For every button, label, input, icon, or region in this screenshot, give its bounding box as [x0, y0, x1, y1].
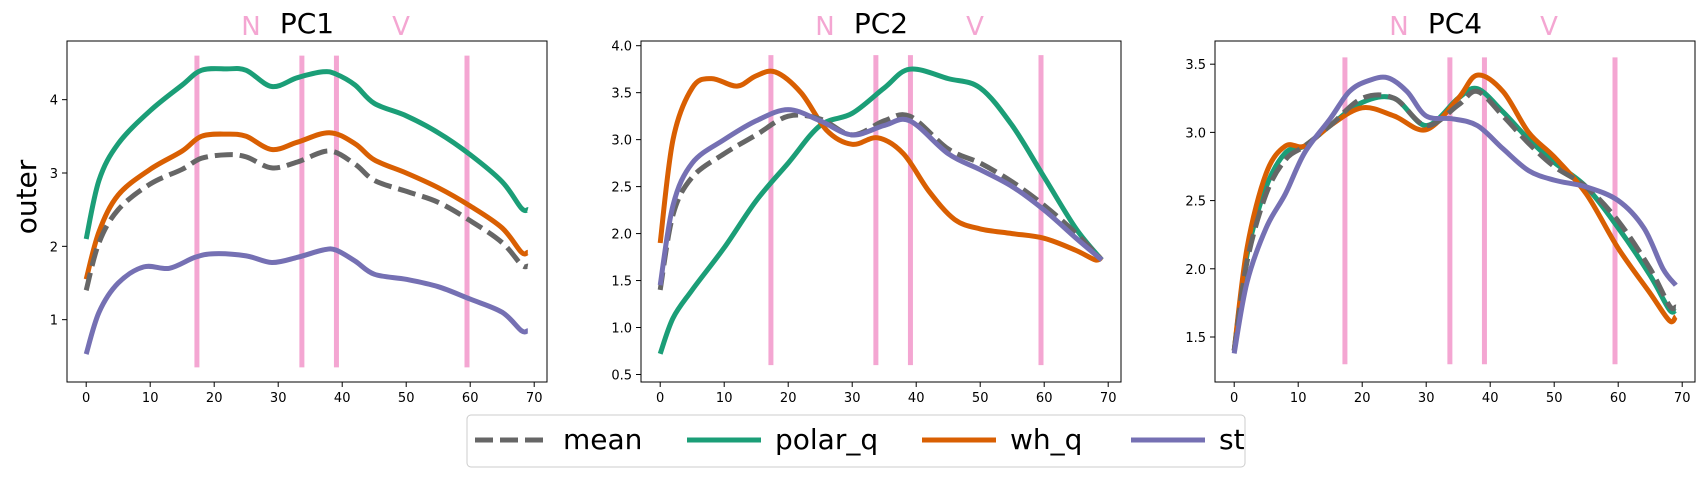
axes-frame — [1214, 40, 1696, 383]
series-line-st — [1231, 74, 1678, 354]
plot-area — [657, 66, 1104, 355]
chart-panel-1: 0 10 20 30 40 50 60 70 1 2 3 4 PC1 N V — [50, 7, 548, 406]
y-tick-label: 3 — [50, 167, 58, 182]
x-tick-label: 10 — [142, 391, 159, 406]
series-line-wh_q — [1231, 72, 1678, 351]
series-line-mean — [83, 148, 529, 291]
title-marker-n: N — [1389, 12, 1408, 42]
x-tick-label: 0 — [1230, 391, 1238, 406]
chart-panel-2: 0 10 20 30 40 50 60 70 0.5 1.0 1.5 2.0 2.5 3.0 3.5 4.0 P… — [611, 7, 1122, 406]
x-tick-label: 70 — [1100, 391, 1117, 406]
y-tick-label: 2.5 — [1185, 195, 1206, 210]
series-line-mean — [1231, 88, 1678, 351]
title-marker-v: V — [1540, 12, 1558, 42]
axes-frame — [640, 40, 1122, 383]
y-tick-label: 0.5 — [611, 368, 632, 383]
x-tick-label: 0 — [656, 391, 664, 406]
x-tick-label: 0 — [82, 391, 90, 406]
title-marker-n: N — [241, 12, 260, 42]
chart-title: PC4 — [1428, 7, 1482, 40]
legend-label-mean: mean — [563, 423, 642, 456]
y-tick-label: 1.5 — [1185, 331, 1206, 346]
chart-title: PC1 — [280, 7, 334, 40]
y-tick-label: 3.5 — [1185, 58, 1206, 73]
y-tick-label: 4 — [50, 94, 58, 109]
y-tick-label: 1.5 — [611, 275, 632, 290]
x-tick-label: 20 — [206, 391, 223, 406]
y-tick-label: 2.5 — [611, 181, 632, 196]
y-tick-label: 3.0 — [1185, 126, 1206, 141]
x-tick-label: 30 — [844, 391, 861, 406]
title-marker-v: V — [392, 12, 410, 42]
x-tick-label: 10 — [716, 391, 733, 406]
x-tick-label: 30 — [1418, 391, 1435, 406]
x-tick-label: 30 — [270, 391, 287, 406]
series-line-wh_q — [83, 130, 530, 280]
title-marker-v: V — [966, 12, 984, 42]
x-tick-label: 10 — [1290, 391, 1307, 406]
series-line-wh_q — [657, 68, 1104, 263]
legend-label-wh_q: wh_q — [1010, 423, 1082, 456]
y-tick-label: 3.5 — [611, 87, 632, 102]
y-tick-label: 2.0 — [611, 228, 632, 243]
x-tick-label: 50 — [972, 391, 989, 406]
x-tick-label: 70 — [1674, 391, 1691, 406]
legend: mean polar_q wh_q st — [466, 414, 1246, 468]
axes-frame — [66, 40, 548, 383]
x-tick-label: 40 — [908, 391, 925, 406]
series-line-st — [657, 107, 1104, 286]
y-tick-label: 3.0 — [611, 134, 632, 149]
x-tick-label: 70 — [526, 391, 543, 406]
title-marker-n: N — [815, 12, 834, 42]
x-tick-label: 40 — [1482, 391, 1499, 406]
legend-frame — [466, 414, 1246, 468]
y-tick-label: 2 — [50, 240, 58, 255]
legend-label-st: st — [1219, 423, 1245, 456]
legend-label-polar_q: polar_q — [775, 423, 878, 456]
series-line-st — [83, 246, 529, 355]
x-tick-label: 60 — [1610, 391, 1627, 406]
plot-area — [83, 66, 530, 355]
x-tick-label: 60 — [462, 391, 479, 406]
y-axis-label: outer — [10, 159, 43, 234]
y-tick-label: 4.0 — [611, 40, 632, 55]
chart-title: PC2 — [854, 7, 908, 40]
plot-area — [1231, 72, 1678, 354]
x-tick-label: 50 — [1546, 391, 1563, 406]
y-tick-label: 1 — [50, 314, 58, 329]
x-tick-label: 20 — [1354, 391, 1371, 406]
x-tick-label: 60 — [1036, 391, 1053, 406]
x-tick-label: 40 — [334, 391, 351, 406]
series-line-polar_q — [657, 66, 1104, 355]
y-tick-label: 1.0 — [611, 322, 632, 337]
x-tick-label: 20 — [780, 391, 797, 406]
chart-panel-3: 0 10 20 30 40 50 60 70 1.5 2.0 2.5 3.0 3.5 PC4 N V — [1185, 7, 1696, 406]
x-tick-label: 50 — [398, 391, 415, 406]
series-line-polar_q — [83, 66, 529, 240]
y-tick-label: 2.0 — [1185, 263, 1206, 278]
